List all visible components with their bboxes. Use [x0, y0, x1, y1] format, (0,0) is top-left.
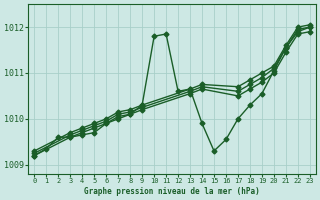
X-axis label: Graphe pression niveau de la mer (hPa): Graphe pression niveau de la mer (hPa): [84, 187, 260, 196]
